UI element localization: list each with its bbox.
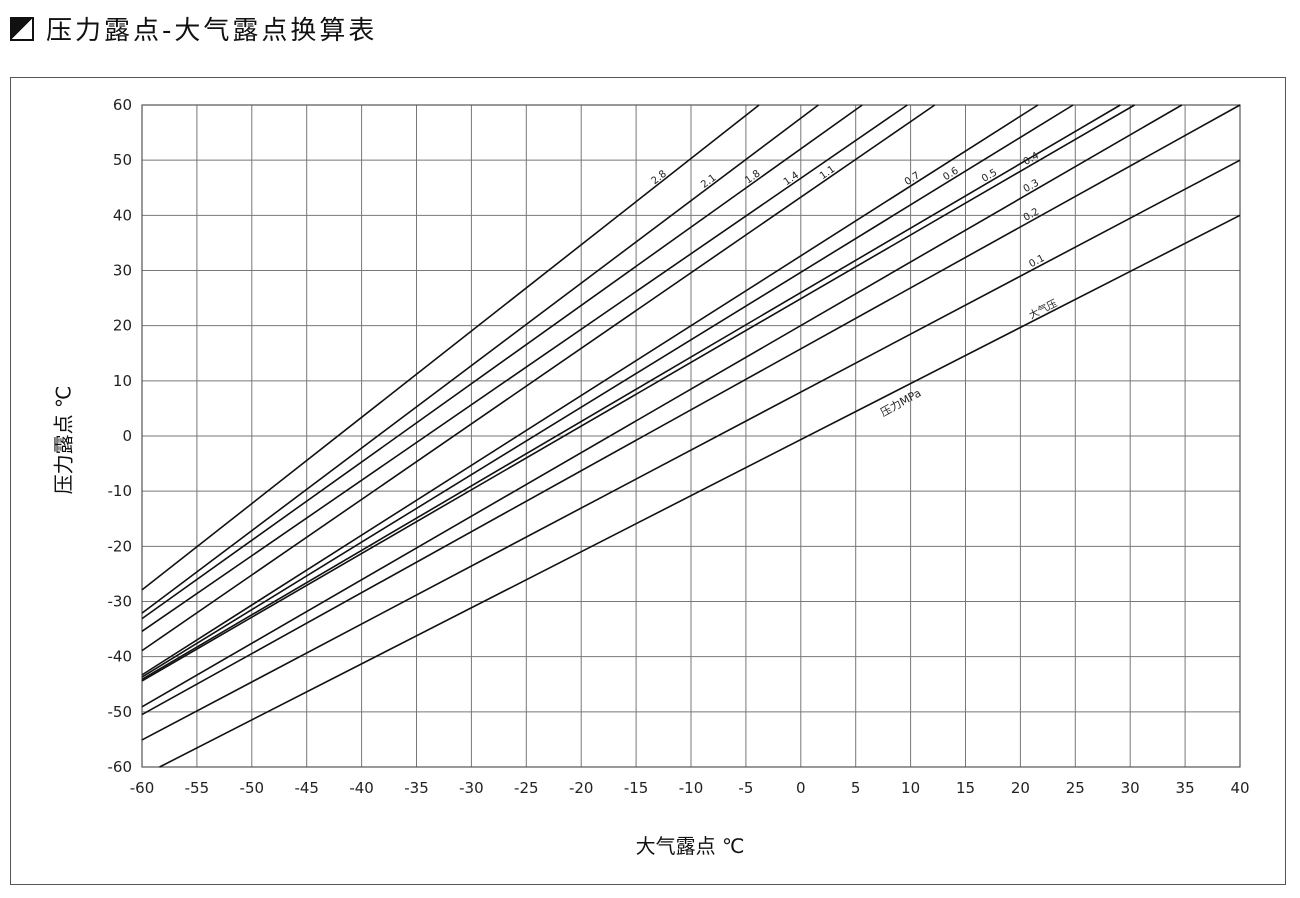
y-tick-label: 60 [113, 96, 132, 114]
series-line-0.5 [141, 104, 1121, 680]
x-tick-label: -50 [240, 779, 265, 797]
y-tick-label: -20 [108, 537, 133, 555]
series-label: 1.4 [782, 170, 801, 188]
series-line-0.2 [141, 104, 1241, 716]
x-tick-label: -40 [349, 779, 374, 797]
x-tick-label: 10 [901, 779, 920, 797]
series-label: 1.1 [818, 164, 837, 182]
series-line-0.3 [141, 104, 1183, 708]
y-axis-label: 压力露点 ℃ [51, 385, 76, 495]
x-tick-label: -15 [624, 779, 649, 797]
x-tick-label: -45 [294, 779, 319, 797]
series-label: 0.7 [903, 170, 922, 188]
x-tick-label: -5 [738, 779, 753, 797]
y-tick-label: -10 [108, 482, 133, 500]
title-text: 压力露点-大气露点换算表 [46, 16, 378, 46]
series-label: 大气压 [1027, 296, 1060, 321]
series-label: 0.2 [1022, 206, 1041, 223]
y-tick-label: -50 [108, 703, 133, 721]
series-line-大气压 [159, 214, 1241, 768]
y-tick-label: 10 [113, 372, 132, 390]
series-line-1.1 [141, 104, 936, 652]
y-tick-label: 20 [113, 317, 132, 335]
x-tick-label: -55 [185, 779, 210, 797]
y-tick-label: 30 [113, 262, 132, 280]
series-line-0.7 [141, 104, 1039, 676]
x-axis-label: 大气露点 ℃ [635, 834, 745, 858]
series-line-2.1 [141, 104, 819, 614]
series-line-2.8 [141, 104, 760, 591]
y-tick-label: -40 [108, 648, 133, 666]
series-label: 0.6 [941, 165, 960, 183]
series-line-1.4 [141, 104, 908, 632]
x-tick-label: -30 [459, 779, 484, 797]
plot-area [141, 104, 1241, 768]
y-tick-label: 40 [113, 206, 132, 224]
unit-label: 压力MPa [878, 386, 923, 419]
y-tick-label: 50 [113, 151, 132, 169]
series-label: 2.1 [699, 172, 718, 190]
x-tick-label: -25 [514, 779, 539, 797]
series-label: 0.1 [1027, 253, 1046, 270]
y-tick-label: 0 [122, 427, 132, 445]
x-tick-label: -10 [679, 779, 704, 797]
series-line-0.6 [141, 104, 1074, 678]
x-tick-label: -35 [404, 779, 429, 797]
series-label: 2.8 [650, 169, 669, 187]
chart-frame [10, 77, 1286, 885]
x-tick-label: 30 [1121, 779, 1140, 797]
x-tick-label: 40 [1230, 779, 1249, 797]
x-tick-label: 15 [956, 779, 975, 797]
x-tick-label: -60 [130, 779, 155, 797]
series-label: 0.5 [980, 167, 999, 185]
x-tick-label: 20 [1011, 779, 1030, 797]
series-line-1.8 [141, 104, 863, 620]
half-filled-square-icon [10, 16, 34, 41]
x-tick-label: 0 [796, 779, 806, 797]
chart-title: 压力露点-大气露点换算表 [10, 10, 377, 47]
x-tick-label: 35 [1176, 779, 1195, 797]
y-tick-label: -60 [108, 758, 133, 776]
y-tick-label: -30 [108, 593, 133, 611]
x-tick-label: 25 [1066, 779, 1085, 797]
x-tick-label: 5 [851, 779, 861, 797]
series-line-0.4 [141, 104, 1135, 682]
series-label: 0.3 [1022, 178, 1041, 195]
x-tick-label: -20 [569, 779, 594, 797]
series-line-0.1 [141, 159, 1241, 741]
